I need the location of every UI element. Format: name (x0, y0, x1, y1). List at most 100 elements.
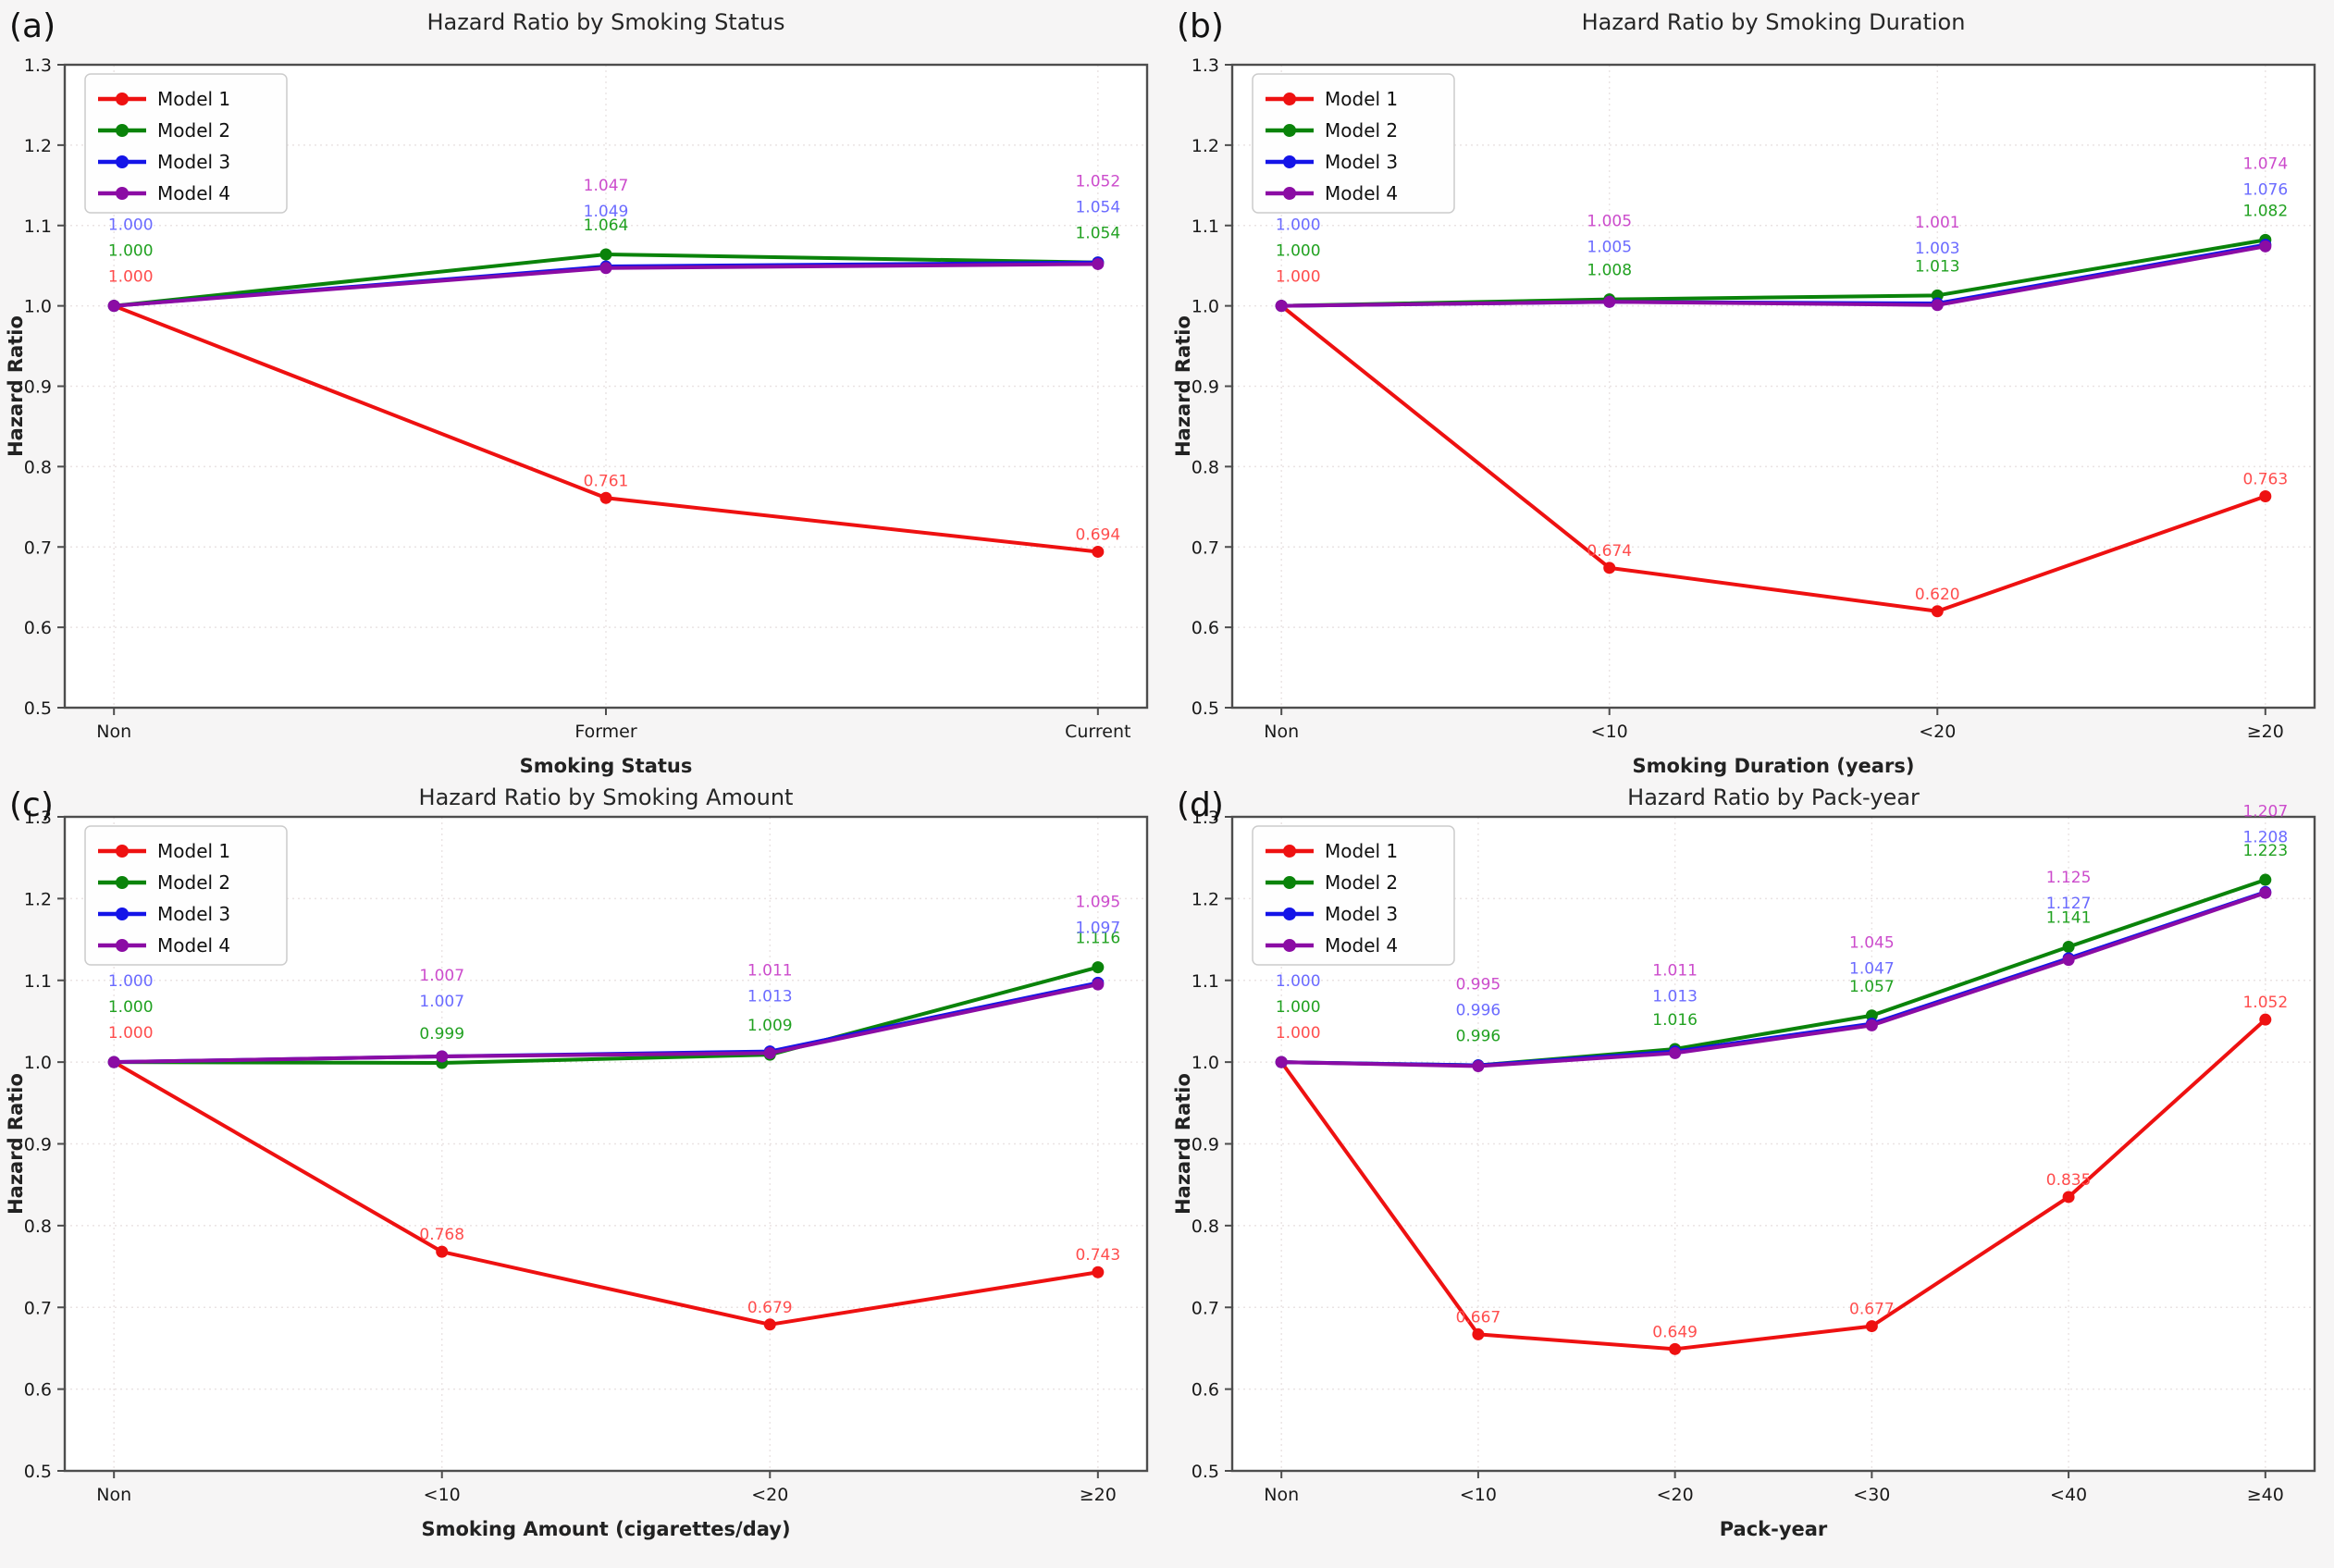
y-axis-label: Hazard Ratio (5, 315, 27, 457)
data-label: 1.007 (419, 993, 464, 1011)
x-tick-label: ≥40 (2247, 1485, 2284, 1505)
data-point (1865, 1019, 1878, 1031)
data-point (2062, 941, 2075, 954)
data-label: 0.999 (419, 1025, 464, 1043)
y-tick-label: 0.9 (24, 377, 52, 398)
y-tick-label: 1.3 (1192, 808, 1219, 828)
y-tick-label: 0.6 (24, 618, 52, 638)
y-tick-label: 1.2 (24, 889, 52, 909)
data-label: 0.694 (1075, 525, 1120, 544)
data-label: 0.761 (584, 472, 629, 490)
x-tick-label: Non (1264, 1485, 1299, 1505)
y-tick-label: 0.8 (1192, 1216, 1219, 1237)
legend-label: Model 1 (1325, 840, 1398, 862)
data-label: 1.223 (2242, 842, 2288, 860)
legend-swatch-marker (116, 845, 129, 858)
y-tick-label: 1.1 (24, 216, 52, 237)
legend-box (84, 73, 288, 214)
legend-box (1252, 73, 1455, 214)
y-axis-label: Hazard Ratio (5, 1073, 27, 1215)
data-point (1931, 605, 1944, 618)
chart-pack-year: 0.5 0.6 0.7 0.8 0.9 1.0 1.1 1.2 1.3 Non <10 <20 <30 <… (1172, 784, 2316, 1540)
y-tick-label: 0.9 (1192, 377, 1219, 398)
data-label: 1.000 (1276, 998, 1321, 1017)
data-label: 1.001 (1915, 214, 1960, 232)
chart-smoking-duration: 0.5 0.6 0.7 0.8 0.9 1.0 1.1 1.2 1.3 Non <10 <20 ≥20 1… (1172, 9, 2316, 777)
x-tick-label: ≥20 (2247, 722, 2284, 742)
data-label: 0.768 (419, 1226, 464, 1244)
data-label: 1.011 (1652, 962, 1698, 981)
panel-d: (d) 0.5 0.6 0.7 0.8 0.9 1.0 1.1 1.2 1.3 Non <10 <20… (1167, 784, 2334, 1568)
x-tick-label: Non (96, 1485, 131, 1505)
data-point (107, 1056, 120, 1068)
data-label: 0.996 (1456, 1028, 1501, 1046)
legend-label: Model 1 (157, 840, 230, 862)
data-label: 1.054 (1075, 225, 1120, 243)
data-point (599, 262, 612, 275)
data-label: 1.057 (1849, 978, 1895, 996)
legend-box (1252, 825, 1455, 966)
legend-swatch-marker (1283, 907, 1296, 920)
legend-swatch-marker (1283, 124, 1296, 137)
data-point (1092, 545, 1105, 558)
data-label: 1.003 (1915, 240, 1960, 258)
data-point (107, 300, 120, 313)
data-point (1092, 961, 1105, 974)
data-label: 1.097 (1075, 919, 1120, 937)
data-label: 1.009 (747, 1017, 793, 1035)
data-label: 1.052 (2242, 994, 2288, 1012)
data-label: 1.000 (108, 216, 154, 235)
data-point (1603, 562, 1616, 574)
legend-swatch-marker (1283, 876, 1296, 889)
data-point (1931, 299, 1944, 312)
chart-title: Hazard Ratio by Smoking Status (426, 9, 784, 35)
x-tick-label: Non (1264, 722, 1299, 742)
legend-swatch-marker (116, 187, 129, 200)
y-tick-label: 1.3 (1192, 56, 1219, 76)
data-point (2259, 1013, 2272, 1026)
legend-swatch-marker (116, 93, 129, 105)
data-label: 1.045 (1849, 934, 1895, 953)
data-point (1865, 1320, 1878, 1333)
panel-label-c: (c) (9, 786, 54, 824)
data-point (1669, 1342, 1682, 1355)
chart-title: Hazard Ratio by Smoking Amount (419, 784, 794, 810)
series-line-2 (112, 965, 1100, 1066)
x-tick-label: <30 (1853, 1485, 1890, 1505)
data-label: 1.000 (1276, 216, 1321, 235)
panel-a: (a) 0.5 0.6 0.7 0.8 0.9 1.0 1.1 1.2 1.3 Non Former… (0, 0, 1167, 784)
panel-label-a: (a) (9, 7, 56, 45)
x-axis-label: Smoking Amount (cigarettes/day) (421, 1518, 790, 1540)
y-tick-label: 0.6 (24, 1380, 52, 1401)
data-label: 1.207 (2242, 802, 2288, 821)
data-point (2259, 240, 2272, 253)
y-tick-label: 1.1 (1192, 216, 1219, 237)
chart-title: Hazard Ratio by Pack-year (1627, 784, 1920, 810)
legend-box (84, 825, 288, 966)
data-point (599, 248, 612, 261)
y-tick-label: 1.2 (24, 136, 52, 156)
x-tick-label: Former (574, 722, 637, 742)
y-tick-label: 0.7 (1192, 1298, 1219, 1318)
series-line-4 (112, 982, 1100, 1065)
data-point (1092, 1266, 1105, 1278)
legend-label: Model 2 (157, 871, 230, 894)
data-label: 1.082 (2242, 202, 2288, 220)
data-point (1092, 257, 1105, 270)
legend-swatch-marker (1283, 155, 1296, 168)
data-label: 1.000 (108, 268, 154, 287)
legend-label: Model 1 (157, 88, 230, 110)
data-label: 1.047 (584, 177, 629, 195)
data-point (1603, 295, 1616, 308)
data-label: 0.743 (1075, 1246, 1120, 1265)
data-label: 1.008 (1587, 262, 1632, 280)
data-label: 1.208 (2242, 828, 2288, 846)
y-tick-label: 1.0 (24, 297, 52, 317)
y-tick-label: 1.2 (1192, 136, 1219, 156)
y-tick-label: 0.5 (24, 1462, 52, 1482)
data-label: 1.000 (108, 998, 154, 1017)
x-tick-label: <20 (751, 1485, 788, 1505)
data-label: 1.007 (419, 967, 464, 985)
y-tick-label: 0.8 (1192, 457, 1219, 477)
y-tick-label: 1.1 (24, 971, 52, 992)
